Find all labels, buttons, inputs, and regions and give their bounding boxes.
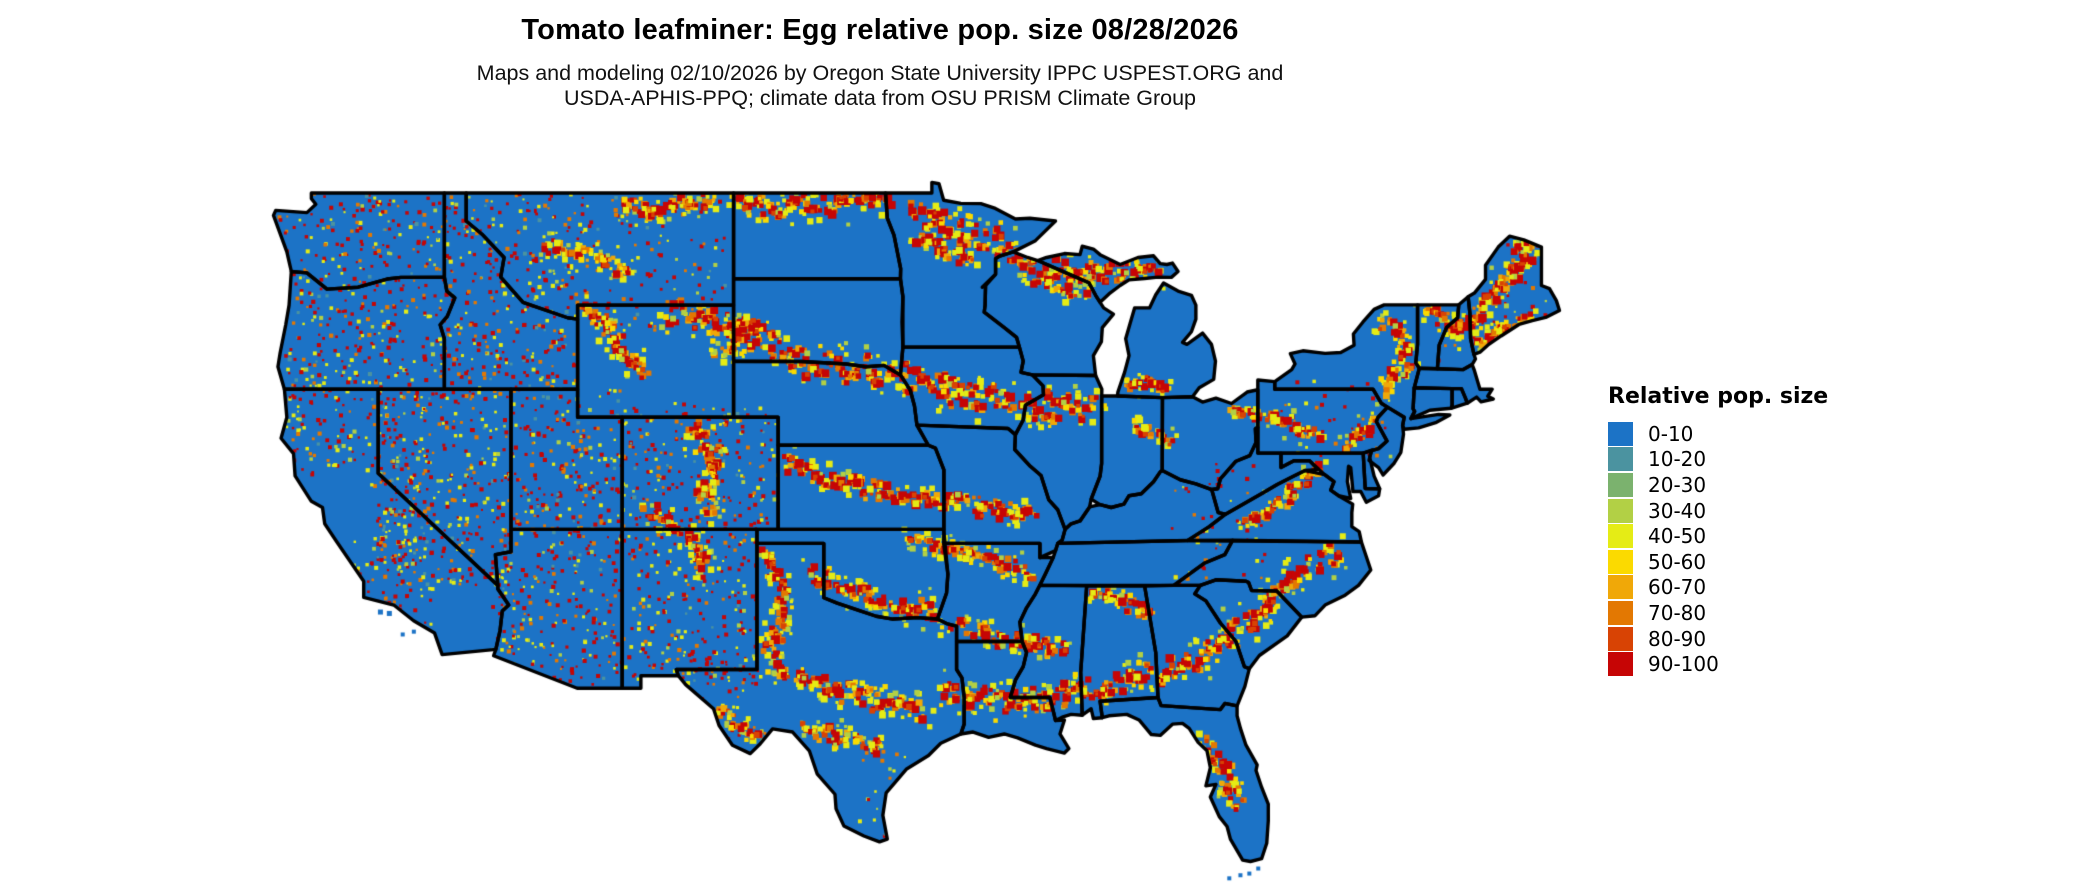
legend-label: 50-60	[1648, 549, 1707, 574]
legend-swatch	[1608, 421, 1633, 446]
legend-swatch	[1608, 652, 1633, 677]
legend-label: 40-50	[1648, 524, 1707, 549]
legend-swatch	[1608, 575, 1633, 600]
legend-row: 50-60	[1608, 549, 1828, 575]
legend-label: 80-90	[1648, 626, 1707, 651]
legend-swatch	[1608, 447, 1633, 472]
legend-swatch	[1608, 600, 1633, 625]
map-subtitle-line2: USDA-APHIS-PPQ; climate data from OSU PR…	[563, 86, 1197, 110]
map-subtitle: Maps and modeling 02/10/2026 by Oregon S…	[80, 61, 1680, 111]
legend-row: 10-20	[1608, 447, 1828, 473]
legend-label: 10-20	[1648, 447, 1707, 472]
legend-label: 60-70	[1648, 575, 1707, 600]
legend-swatch	[1608, 549, 1633, 574]
legend-row: 80-90	[1608, 626, 1828, 652]
legend: Relative pop. size 0-10 10-20 20-30 30-4…	[1608, 384, 1828, 677]
legend-row: 70-80	[1608, 600, 1828, 626]
legend-row: 20-30	[1608, 472, 1828, 498]
legend-label: 70-80	[1648, 600, 1707, 625]
legend-label: 90-100	[1648, 652, 1719, 677]
legend-row: 90-100	[1608, 651, 1828, 677]
legend-swatch	[1608, 524, 1633, 549]
legend-label: 30-40	[1648, 498, 1707, 523]
legend-row: 30-40	[1608, 498, 1828, 524]
title-block: Tomato leafminer: Egg relative pop. size…	[80, 14, 1680, 111]
legend-swatch	[1608, 626, 1633, 651]
map-title: Tomato leafminer: Egg relative pop. size…	[521, 14, 1239, 46]
map-subtitle-line1: Maps and modeling 02/10/2026 by Oregon S…	[476, 61, 1284, 85]
legend-swatch	[1608, 498, 1633, 523]
legend-row: 0-10	[1608, 421, 1828, 447]
legend-title: Relative pop. size	[1608, 384, 1829, 409]
legend-label: 20-30	[1648, 472, 1707, 497]
legend-swatch	[1608, 472, 1633, 497]
legend-label: 0-10	[1648, 421, 1694, 446]
legend-row: 40-50	[1608, 523, 1828, 549]
legend-row: 60-70	[1608, 575, 1828, 601]
